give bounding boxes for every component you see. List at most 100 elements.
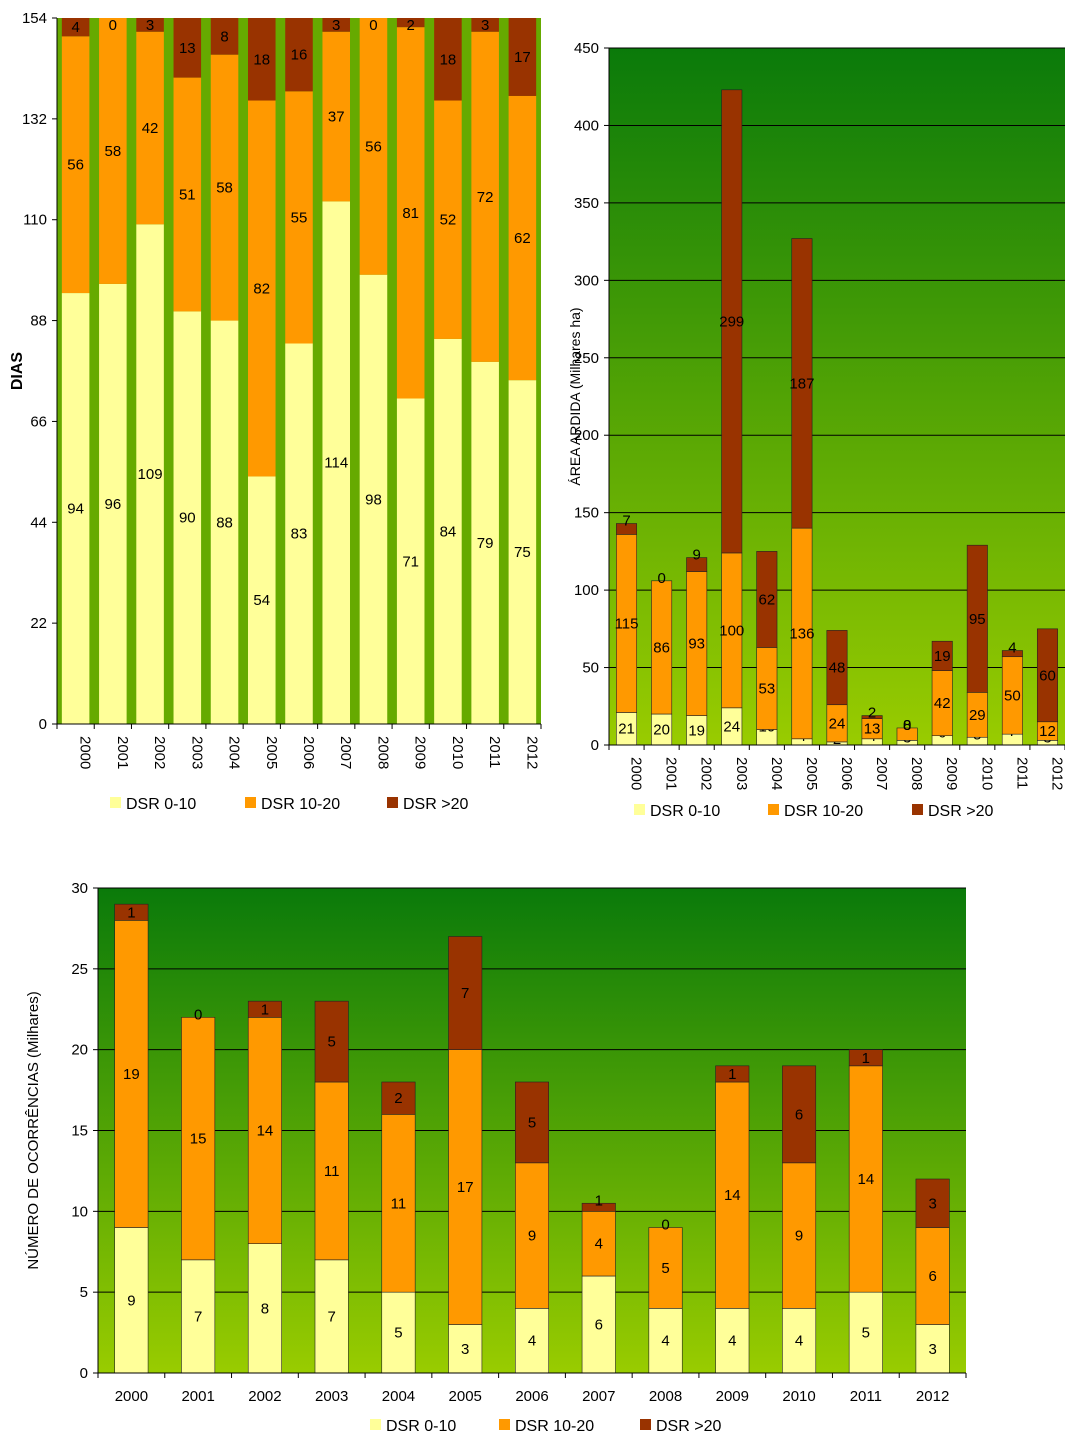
data-label: 5 xyxy=(862,1325,870,1342)
data-label: 9 xyxy=(127,1292,135,1309)
x-tick-label: 2006 xyxy=(515,1388,548,1405)
x-tick-label: 2012 xyxy=(916,1388,949,1405)
legend-swatch-dsr-gt-20 xyxy=(912,804,923,815)
data-label: 2 xyxy=(407,17,415,34)
bar-segment-dsr-gt-20 xyxy=(826,630,848,706)
bar-segment-dsr-10-20 xyxy=(99,18,127,284)
data-label: 52 xyxy=(440,212,457,229)
data-label: 3 xyxy=(146,17,154,34)
data-label: 2 xyxy=(868,705,876,722)
bar-segment-dsr-gt-20 xyxy=(848,1049,883,1067)
legend-label: DSR 0-10 xyxy=(386,1418,456,1435)
bar-segment-dsr-0-10 xyxy=(322,201,351,725)
y-tick-label: 10 xyxy=(71,1203,88,1220)
bar-segment-dsr-10-20 xyxy=(896,727,918,741)
data-label: 114 xyxy=(324,455,348,472)
data-label: 5 xyxy=(394,1325,402,1342)
data-label: 19 xyxy=(123,1066,140,1083)
x-tick-label: 2001 xyxy=(663,757,680,790)
bar-segment-dsr-10-20 xyxy=(285,91,313,344)
bar-segment-dsr-0-10 xyxy=(448,1324,483,1374)
x-tick-label: 2001 xyxy=(114,736,131,769)
x-tick-label: 2011 xyxy=(486,736,503,768)
data-label: 21 xyxy=(618,721,635,738)
y-tick-label: 88 xyxy=(30,313,47,330)
bar-segment-dsr-gt-20 xyxy=(966,544,988,693)
x-tick-label: 2008 xyxy=(908,757,925,790)
x-tick-label: 2008 xyxy=(649,1388,682,1405)
data-label: 14 xyxy=(858,1171,875,1188)
legend: DSR 0-10 DSR 10-20 DSR >20 xyxy=(634,803,993,820)
bar-segment-dsr-0-10 xyxy=(848,1291,883,1374)
bar-segment-dsr-10-20 xyxy=(651,580,673,715)
data-label: 7 xyxy=(328,1308,336,1325)
bar-segment-dsr-0-10 xyxy=(471,361,499,724)
data-label: 0 xyxy=(109,17,117,34)
data-label: 13 xyxy=(864,721,881,738)
data-label: 0 xyxy=(369,17,377,34)
bar-segment-dsr-0-10 xyxy=(247,1243,282,1374)
chart-numero-ocorrencias: 9191715081417115511231774956414504141496… xyxy=(25,880,967,1435)
data-label: 42 xyxy=(142,120,159,137)
legend-swatch-dsr-0-10 xyxy=(370,1419,381,1430)
y-tick-label: 200 xyxy=(574,427,599,444)
data-label: 4 xyxy=(795,1333,803,1350)
y-tick-label: 110 xyxy=(23,212,47,229)
data-label: 37 xyxy=(328,109,345,126)
data-label: 6 xyxy=(795,1106,803,1123)
bar-segment-dsr-0-10 xyxy=(114,1227,149,1374)
data-label: 3 xyxy=(928,1195,936,1212)
data-label: 98 xyxy=(365,491,382,508)
bar-segment-dsr-gt-20 xyxy=(861,715,883,719)
bar-segment-dsr-10-20 xyxy=(210,54,239,321)
y-tick-label: 20 xyxy=(71,1042,88,1059)
data-label: 299 xyxy=(719,313,744,330)
x-tick-label: 2010 xyxy=(978,757,995,790)
bar-segment-dsr-0-10 xyxy=(173,311,202,724)
bar-segment-dsr-10-20 xyxy=(359,18,388,275)
data-label: 0 xyxy=(194,1006,202,1023)
data-label: 71 xyxy=(402,553,419,570)
y-axis-title: DIAS xyxy=(9,352,26,391)
bars: 2111572086019939241002991053624136187224… xyxy=(615,89,1058,748)
bar-segment-dsr-gt-20 xyxy=(782,1065,817,1164)
x-tick-label: 2008 xyxy=(374,736,391,769)
x-tick-label: 2007 xyxy=(873,757,890,790)
data-label: 5 xyxy=(328,1034,336,1051)
data-label: 5 xyxy=(528,1114,536,1131)
bar-segment-dsr-10-20 xyxy=(434,100,462,339)
bar-segment-dsr-gt-20 xyxy=(515,1081,549,1164)
data-label: 58 xyxy=(216,180,233,197)
data-label: 53 xyxy=(759,680,776,697)
bar-segment-dsr-0-10 xyxy=(581,1275,616,1374)
data-label: 16 xyxy=(291,47,308,64)
bar-segment-dsr-gt-20 xyxy=(931,640,953,671)
bar-segment-dsr-0-10 xyxy=(782,1308,817,1374)
bar-segment-dsr-gt-20 xyxy=(247,18,276,101)
bar-segment-dsr-gt-20 xyxy=(114,903,149,921)
bar-segment-dsr-10-20 xyxy=(648,1227,683,1309)
x-tick-label: 2003 xyxy=(188,736,205,769)
bar-segment-dsr-0-10 xyxy=(210,320,239,724)
y-tick-label: 350 xyxy=(574,195,599,212)
bar-segment-dsr-gt-20 xyxy=(448,936,483,1050)
bar-segment-dsr-gt-20 xyxy=(434,18,462,101)
data-label: 1 xyxy=(595,1192,603,1209)
data-label: 60 xyxy=(1039,667,1056,684)
bar-segment-dsr-gt-20 xyxy=(210,18,239,55)
x-tick-label: 2009 xyxy=(716,1388,749,1405)
x-tick-label: 2004 xyxy=(382,1388,415,1405)
data-label: 14 xyxy=(257,1123,274,1140)
bar-segment-dsr-0-10 xyxy=(648,1308,683,1374)
y-tick-label: 450 xyxy=(574,40,599,57)
bar-segment-dsr-10-20 xyxy=(61,36,90,294)
data-label: 187 xyxy=(789,375,814,392)
bar-segment-dsr-10-20 xyxy=(247,100,276,477)
y-tick-label: 400 xyxy=(574,117,599,134)
bar-segment-dsr-gt-20 xyxy=(247,1000,282,1018)
data-label: 56 xyxy=(365,138,382,155)
x-tick-label: 2012 xyxy=(523,736,540,769)
data-label: 18 xyxy=(253,51,270,68)
x-tick-label: 2004 xyxy=(226,736,243,769)
legend-swatch-dsr-0-10 xyxy=(110,797,121,808)
